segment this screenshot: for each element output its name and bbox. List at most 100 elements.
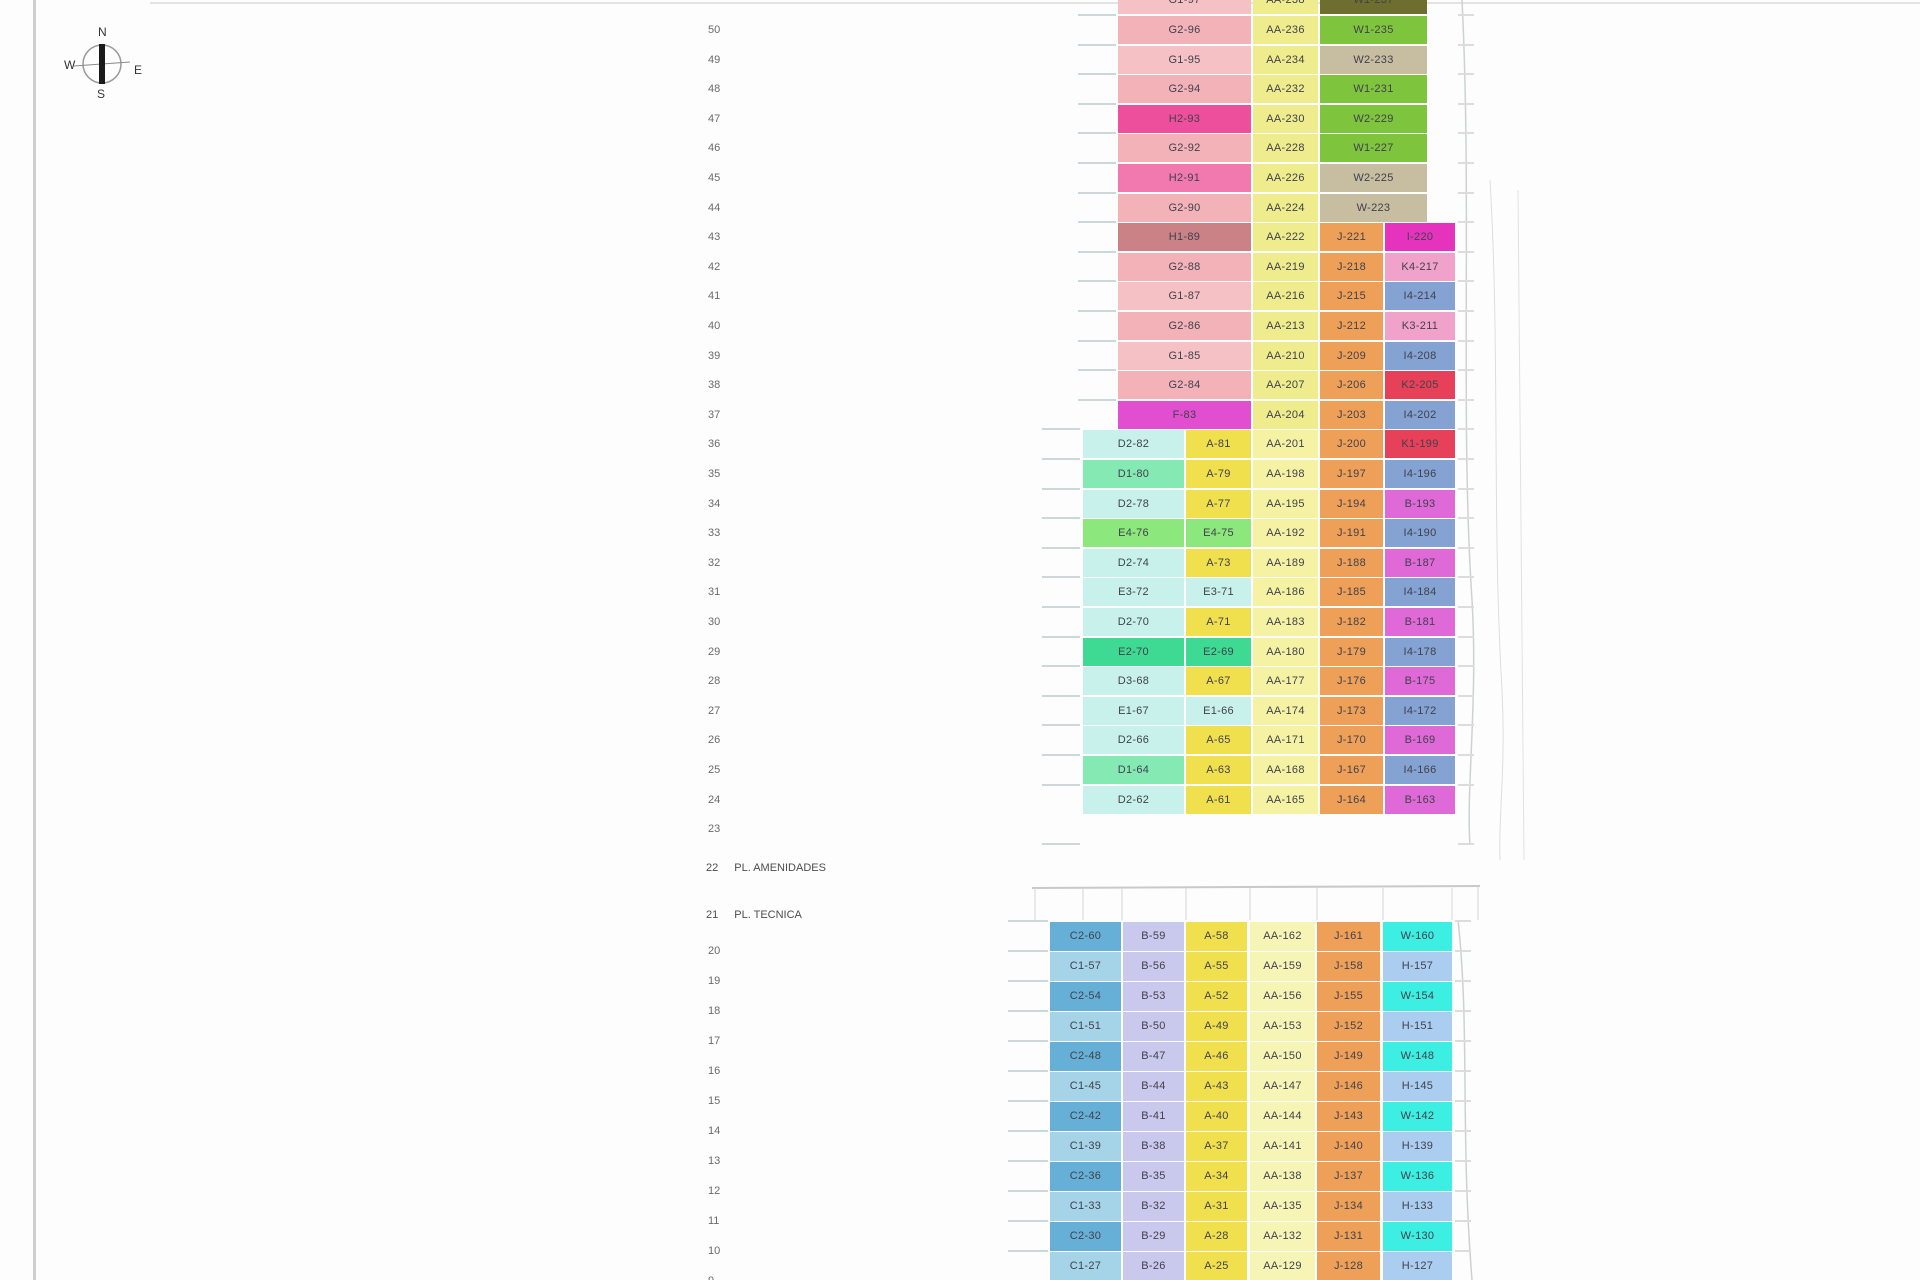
slab-tick-right (1455, 1070, 1471, 1072)
floor-label: 33 (708, 527, 721, 540)
upper-unit-cell: J-173 (1320, 696, 1383, 725)
upper-unit-cell: AA-216 (1253, 282, 1318, 311)
slab-tick-right (1458, 221, 1474, 224)
slab-tick-left (1078, 310, 1116, 312)
floor-label: 14 (708, 1125, 721, 1137)
lower-unit-cell: AA-156 (1250, 982, 1315, 1011)
slab-tick-right (1458, 694, 1474, 697)
lower-unit-cell: J-131 (1317, 1222, 1380, 1251)
slab-tick-right (1458, 73, 1474, 76)
upper-unit-cell: A-81 (1186, 430, 1251, 459)
upper-unit-cell: E3-72 (1083, 578, 1184, 607)
lower-unit-cell: W-154 (1383, 982, 1452, 1011)
upper-unit-cell: A-65 (1186, 726, 1251, 755)
lower-unit-cell: B-35 (1123, 1162, 1184, 1191)
lower-unit-cell: A-40 (1186, 1102, 1247, 1131)
lower-unit-cell: B-59 (1123, 922, 1184, 951)
lower-unit-cell: AA-147 (1250, 1072, 1315, 1101)
slab-tick-left (1008, 1070, 1048, 1072)
upper-unit-cell: AA-183 (1253, 608, 1318, 636)
lower-unit-cell: A-43 (1186, 1072, 1247, 1101)
lower-unit-cell: J-143 (1317, 1102, 1380, 1131)
upper-unit-cell: AA-238 (1253, 0, 1318, 14)
lower-unit-cell: A-49 (1186, 1012, 1247, 1041)
floor-label: 34 (708, 497, 721, 510)
slab-tick-right (1455, 1100, 1471, 1102)
lower-header-line (1031, 885, 1481, 889)
lower-unit-cell: B-41 (1123, 1102, 1184, 1131)
lower-unit-cell: C1-33 (1050, 1192, 1121, 1221)
upper-unit-cell: G1-85 (1118, 341, 1251, 370)
amenities-plate-row: 22 PL. AMENIDADES (706, 862, 826, 874)
floor-label: 48 (708, 83, 721, 96)
upper-unit-cell: I4-202 (1385, 400, 1455, 429)
upper-unit-cell: H2-91 (1118, 164, 1251, 192)
upper-unit-cell: AA-201 (1253, 430, 1318, 459)
slab-tick-right (1455, 1130, 1471, 1132)
compass-west-label: W (64, 58, 76, 72)
slab-tick-right (1458, 162, 1474, 164)
upper-unit-cell: G2-94 (1118, 75, 1251, 104)
floor-label: 32 (708, 556, 721, 569)
upper-unit-cell: AA-204 (1253, 400, 1318, 429)
slab-tick-left (1008, 920, 1048, 922)
lower-unit-cell: J-140 (1317, 1132, 1380, 1161)
lower-unit-cell: B-53 (1123, 982, 1184, 1011)
slab-tick-left (1042, 487, 1080, 490)
upper-unit-cell: J-215 (1320, 282, 1383, 311)
floor-label: 30 (708, 616, 721, 628)
lower-unit-cell: A-46 (1186, 1042, 1247, 1071)
technical-plate-row: 21 PL. TECNICA (706, 909, 802, 921)
upper-unit-cell: I4-214 (1385, 282, 1455, 311)
slab-tick-right (1458, 102, 1474, 105)
upper-unit-cell: A-77 (1186, 489, 1251, 518)
slab-tick-left (1078, 102, 1116, 105)
upper-unit-cell: W1-227 (1320, 134, 1427, 163)
slab-tick-right (1458, 487, 1474, 490)
slab-tick-left (1078, 73, 1116, 76)
floor-label: 38 (708, 379, 721, 392)
upper-unit-cell: AA-180 (1253, 637, 1318, 666)
lower-unit-cell: AA-135 (1250, 1192, 1315, 1221)
slab-tick-left (1042, 517, 1080, 520)
slab-tick-left (1042, 635, 1080, 638)
lower-unit-cell: B-47 (1123, 1042, 1184, 1071)
upper-unit-cell: E4-75 (1186, 519, 1251, 548)
lower-unit-cell: AA-132 (1250, 1222, 1315, 1251)
lower-unit-cell: W-148 (1383, 1042, 1452, 1071)
slab-tick-left (1078, 14, 1116, 16)
upper-unit-cell: G1-97 (1118, 0, 1251, 14)
slab-tick-right (1458, 606, 1474, 608)
lower-unit-cell: C2-30 (1050, 1222, 1121, 1251)
lower-unit-cell: W-142 (1383, 1102, 1452, 1131)
upper-unit-cell: E3-71 (1186, 578, 1251, 607)
upper-unit-cell: W1-235 (1320, 16, 1427, 44)
upper-unit-cell: J-167 (1320, 756, 1383, 784)
floor-label: 24 (708, 793, 721, 806)
slab-tick-right (1458, 369, 1474, 372)
lower-unit-cell: C1-39 (1050, 1132, 1121, 1161)
slab-tick-right (1458, 428, 1474, 431)
upper-unit-cell: K3-211 (1385, 312, 1455, 340)
upper-unit-cell: I4-172 (1385, 696, 1455, 725)
slab-tick-left (1078, 191, 1116, 194)
slab-tick-left (1042, 576, 1080, 579)
lower-unit-cell: C1-57 (1050, 952, 1121, 981)
upper-unit-cell: W2-233 (1320, 45, 1427, 74)
upper-unit-cell: I4-166 (1385, 756, 1455, 784)
slab-tick-left (1042, 754, 1080, 756)
floor-label: 16 (708, 1065, 721, 1077)
upper-unit-cell: J-197 (1320, 460, 1383, 488)
lower-unit-cell: AA-144 (1250, 1102, 1315, 1131)
lower-unit-cell: J-158 (1317, 952, 1380, 981)
upper-unit-cell: D2-70 (1083, 608, 1184, 636)
slab-tick-left (1078, 398, 1116, 401)
slab-tick-right (1458, 783, 1474, 786)
floor-label: 23 (708, 823, 721, 836)
slab-tick-left (1078, 369, 1116, 372)
upper-unit-cell: AA-232 (1253, 75, 1318, 104)
upper-unit-cell: A-71 (1186, 608, 1251, 636)
slab-tick-left (1008, 1040, 1048, 1042)
floor-label: 31 (708, 586, 721, 599)
upper-unit-cell: A-73 (1186, 548, 1251, 577)
